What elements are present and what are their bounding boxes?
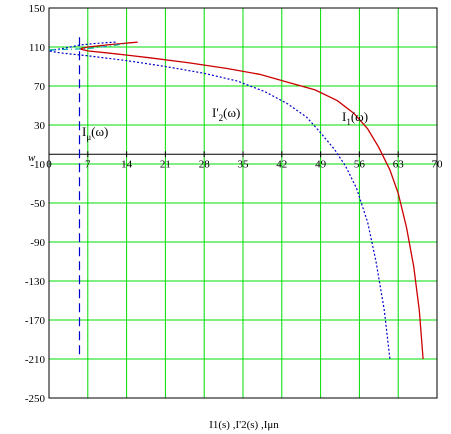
x-tick-label-21: 21 <box>160 158 171 170</box>
x-tick-label-70: 70 <box>432 158 444 170</box>
x-tick-label-0: 0 <box>46 158 52 170</box>
y-tick-label-110: 110 <box>29 42 46 54</box>
series-line-3 <box>48 43 127 51</box>
grid <box>48 7 438 399</box>
x-tick-label-49: 49 <box>315 158 327 170</box>
x-tick-label-42: 42 <box>276 158 287 170</box>
series-line-1 <box>48 41 391 360</box>
plot-frame <box>48 7 438 399</box>
x-axis-label: I1(s) ,I'2(s) ,Iμn <box>209 419 279 431</box>
curve-label-0: I1(ω) <box>342 109 368 127</box>
y-tick-label--10: -10 <box>30 159 45 171</box>
y-tick-label--50: -50 <box>30 198 45 210</box>
y-tick-label--90: -90 <box>30 237 45 249</box>
y-tick-label--170: -170 <box>25 315 46 327</box>
y-tick-label-150: 150 <box>29 3 46 15</box>
x-tick-label-7: 7 <box>85 158 91 170</box>
x-tick-label-56: 56 <box>354 158 366 170</box>
series-layer <box>48 37 424 360</box>
y-tick-label-30: 30 <box>34 120 46 132</box>
x-tick-label-35: 35 <box>238 158 250 170</box>
curve-label-1: I'2(ω) <box>212 105 240 123</box>
y-tick-label--250: -250 <box>25 393 46 405</box>
curve-label-2: Iμ(ω) <box>82 124 108 142</box>
tick-labels: 0 7 14 21 28 35 42 49 56 63 70 150 110 70 30 -10 -50 -90 -… <box>25 3 443 405</box>
x-tick-label-14: 14 <box>121 158 133 170</box>
y-tick-label-70: 70 <box>34 81 46 93</box>
y-tick-label--210: -210 <box>25 354 46 366</box>
axes <box>48 7 438 399</box>
curve-labels: I1(ω) I'2(ω) Iμ(ω) <box>82 105 368 142</box>
series-line-0 <box>79 41 424 360</box>
y-axis-label: w <box>28 152 36 164</box>
x-tick-label-63: 63 <box>393 158 405 170</box>
y-tick-label--130: -130 <box>25 276 46 288</box>
x-tick-label-28: 28 <box>199 158 211 170</box>
